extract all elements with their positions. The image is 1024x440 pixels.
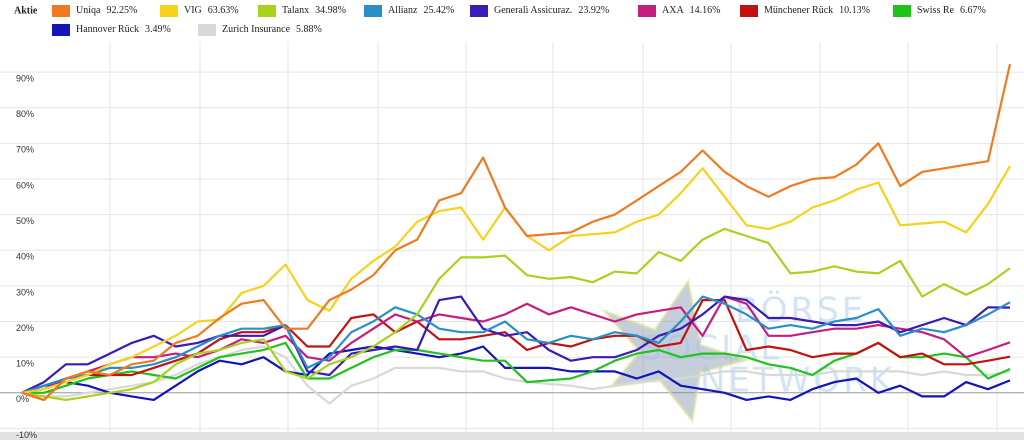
legend-value: 23.92%	[578, 5, 609, 16]
series-line	[21, 345, 1011, 405]
legend-swatch	[52, 24, 70, 36]
legend-name: Allianz	[388, 5, 418, 16]
legend-swatch	[740, 5, 758, 17]
legend-name: Zurich Insurance	[222, 24, 291, 35]
legend-name: Talanx	[282, 5, 309, 16]
series-line	[21, 227, 1011, 401]
legend-label: Zurich Insurance 5.88%	[222, 24, 322, 35]
legend-label: AXA 14.16%	[662, 5, 721, 16]
legend-swatch	[160, 5, 178, 17]
y-tick-label: 60%	[16, 180, 34, 190]
y-tick-label: -10%	[16, 430, 37, 440]
legend-value: 3.49%	[145, 24, 171, 35]
legend-label: Generali Assicuraz. 23.92%	[494, 5, 609, 16]
legend-swatch	[258, 5, 276, 17]
legend-value: 63.63%	[208, 5, 239, 16]
legend-swatch	[52, 5, 70, 17]
y-tick-label: 80%	[16, 109, 34, 119]
horizontal-grid: -10% 0% 10% 20% 30% 40% 50% 60% 70% 80% 90%	[0, 71, 1024, 440]
legend-value: 14.16%	[690, 5, 721, 16]
watermark: BÖRSE SOCIAL NETWORK	[601, 278, 892, 424]
legend-value: 10.13%	[839, 5, 870, 16]
y-tick-label: 40%	[16, 252, 34, 262]
legend-label: Swiss Re 6.67%	[917, 5, 986, 16]
legend-label: Uniqa 92.25%	[76, 5, 137, 16]
legend-swatch	[638, 5, 656, 17]
legend: Aktie Uniqa 92.25% VIG 63.63% Talanx 34.98% Al…	[14, 5, 986, 36]
y-tick-label: 10%	[16, 359, 34, 369]
legend-name: Generali Assicuraz.	[494, 5, 572, 16]
y-tick-label: 30%	[16, 287, 34, 297]
legend-swatch	[893, 5, 911, 17]
legend-name: Uniqa	[76, 5, 101, 16]
legend-name: VIG	[184, 5, 202, 16]
series-line	[21, 295, 1011, 394]
y-tick-label: 70%	[16, 145, 34, 155]
vertical-grid	[109, 42, 998, 432]
legend-name: AXA	[662, 5, 684, 16]
legend-value: 34.98%	[315, 5, 346, 16]
legend-title: Aktie	[14, 5, 38, 16]
watermark-text: BÖRSE	[735, 290, 866, 331]
series-line	[21, 299, 1011, 401]
series-line	[22, 341, 1011, 394]
legend-label: Hannover Rück 3.49%	[76, 24, 171, 35]
y-tick-label: 20%	[16, 323, 34, 333]
legend-value: 92.25%	[106, 5, 137, 16]
legend-label: Münchener Rück 10.13%	[764, 5, 870, 16]
series-line	[21, 295, 1011, 394]
legend-swatch	[198, 24, 216, 36]
legend-value: 5.88%	[296, 24, 322, 35]
legend-name: Münchener Rück	[764, 5, 833, 16]
y-tick-label: 90%	[16, 73, 34, 83]
lines	[21, 63, 1012, 405]
legend-swatch	[364, 5, 382, 17]
legend-label: VIG 63.63%	[184, 5, 239, 16]
series-line	[21, 63, 1012, 401]
x-axis-band	[0, 432, 1024, 440]
legend-swatch	[470, 5, 488, 17]
legend-label: Talanx 34.98%	[282, 5, 346, 16]
legend-value: 25.42%	[423, 5, 454, 16]
series-line	[21, 345, 1011, 401]
legend-name: Hannover Rück	[76, 24, 139, 35]
legend-name: Swiss Re	[917, 5, 955, 16]
y-tick-label: 50%	[16, 216, 34, 226]
y-tick-label: 0%	[16, 394, 29, 404]
series-line	[21, 295, 1011, 394]
legend-label: Allianz 25.42%	[388, 5, 454, 16]
legend-value: 6.67%	[960, 5, 986, 16]
